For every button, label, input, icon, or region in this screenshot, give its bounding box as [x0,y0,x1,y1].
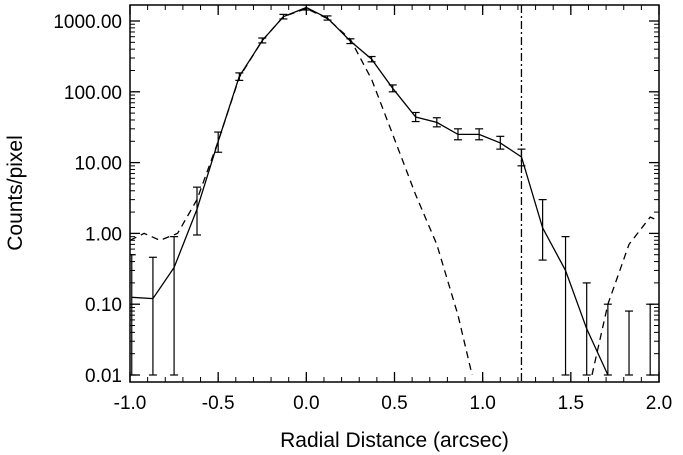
y-tick-label: 1000.00 [53,12,122,33]
y-tick-label: 100.00 [64,83,122,104]
y-tick-label: 10.00 [74,154,122,175]
x-tick-label: 1.5 [558,393,584,414]
x-tick-label: 0.0 [293,393,319,414]
x-axis-title: Radial Distance (arcsec) [280,429,509,452]
y-tick-label: 0.10 [85,295,122,316]
x-tick-label: 1.0 [469,393,495,414]
plot-frame [129,4,660,383]
model-profile-tail-line [591,216,659,376]
model-profile-line [130,7,473,376]
x-tick-label: -1.0 [114,393,147,414]
y-axis-title: Counts/pixel [4,135,27,251]
x-tick-label: -0.5 [202,393,235,414]
y-tick-label: 0.01 [85,366,122,387]
x-tick-label: 2.0 [646,393,672,414]
observed-profile-line [131,6,609,376]
y-tick-label: 1.00 [85,224,122,245]
x-tick-label: 0.5 [381,393,407,414]
